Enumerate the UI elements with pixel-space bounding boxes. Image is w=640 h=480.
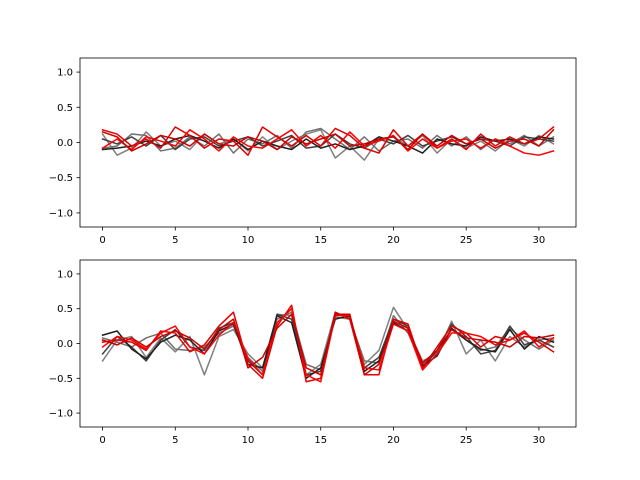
- series-line-3: [101, 134, 555, 154]
- series-line-5: [101, 307, 555, 383]
- x-tick-label: 0: [99, 235, 105, 246]
- subplot-bottom: 0 5 10 15 20 25 30 −1.0 −0.5 0.0 0.5 1.0: [49, 259, 577, 446]
- x-tick-label: 15: [314, 435, 327, 446]
- x-tick-label: 10: [242, 235, 255, 246]
- x-tick-label: 20: [387, 435, 400, 446]
- y-tick-label: 1.0: [57, 68, 73, 79]
- x-tick-label: 25: [460, 435, 473, 446]
- series-line-5: [101, 129, 555, 156]
- y-tick-label: −1.0: [49, 409, 73, 420]
- y-tick-label: 0.0: [57, 138, 73, 149]
- x-tick-label: 30: [533, 235, 546, 246]
- x-tick-label: 20: [387, 235, 400, 246]
- y-tick-label: −1.0: [49, 208, 73, 219]
- x-tick-label: 25: [460, 235, 473, 246]
- series-group: [101, 304, 555, 383]
- subplot-top: 0 5 10 15 20 25 30 −1.0 −0.5 0.0 0.5 1.0: [49, 57, 577, 246]
- y-tick-label: 0.5: [57, 304, 73, 315]
- x-tick-label: 0: [99, 435, 105, 446]
- x-tick-label: 5: [172, 235, 178, 246]
- y-tick-label: −0.5: [49, 374, 73, 385]
- series-line-6: [101, 128, 555, 152]
- x-tick-label: 5: [172, 435, 178, 446]
- y-tick-label: 1.0: [57, 269, 73, 280]
- x-tick-label: 30: [533, 435, 546, 446]
- series-line-6: [101, 313, 555, 376]
- y-tick-label: −0.5: [49, 173, 73, 184]
- y-tick-label: 0.0: [57, 339, 73, 350]
- series-group: [101, 125, 555, 161]
- x-tick-label: 15: [314, 235, 327, 246]
- y-tick-label: 0.5: [57, 103, 73, 114]
- x-tick-label: 10: [242, 435, 255, 446]
